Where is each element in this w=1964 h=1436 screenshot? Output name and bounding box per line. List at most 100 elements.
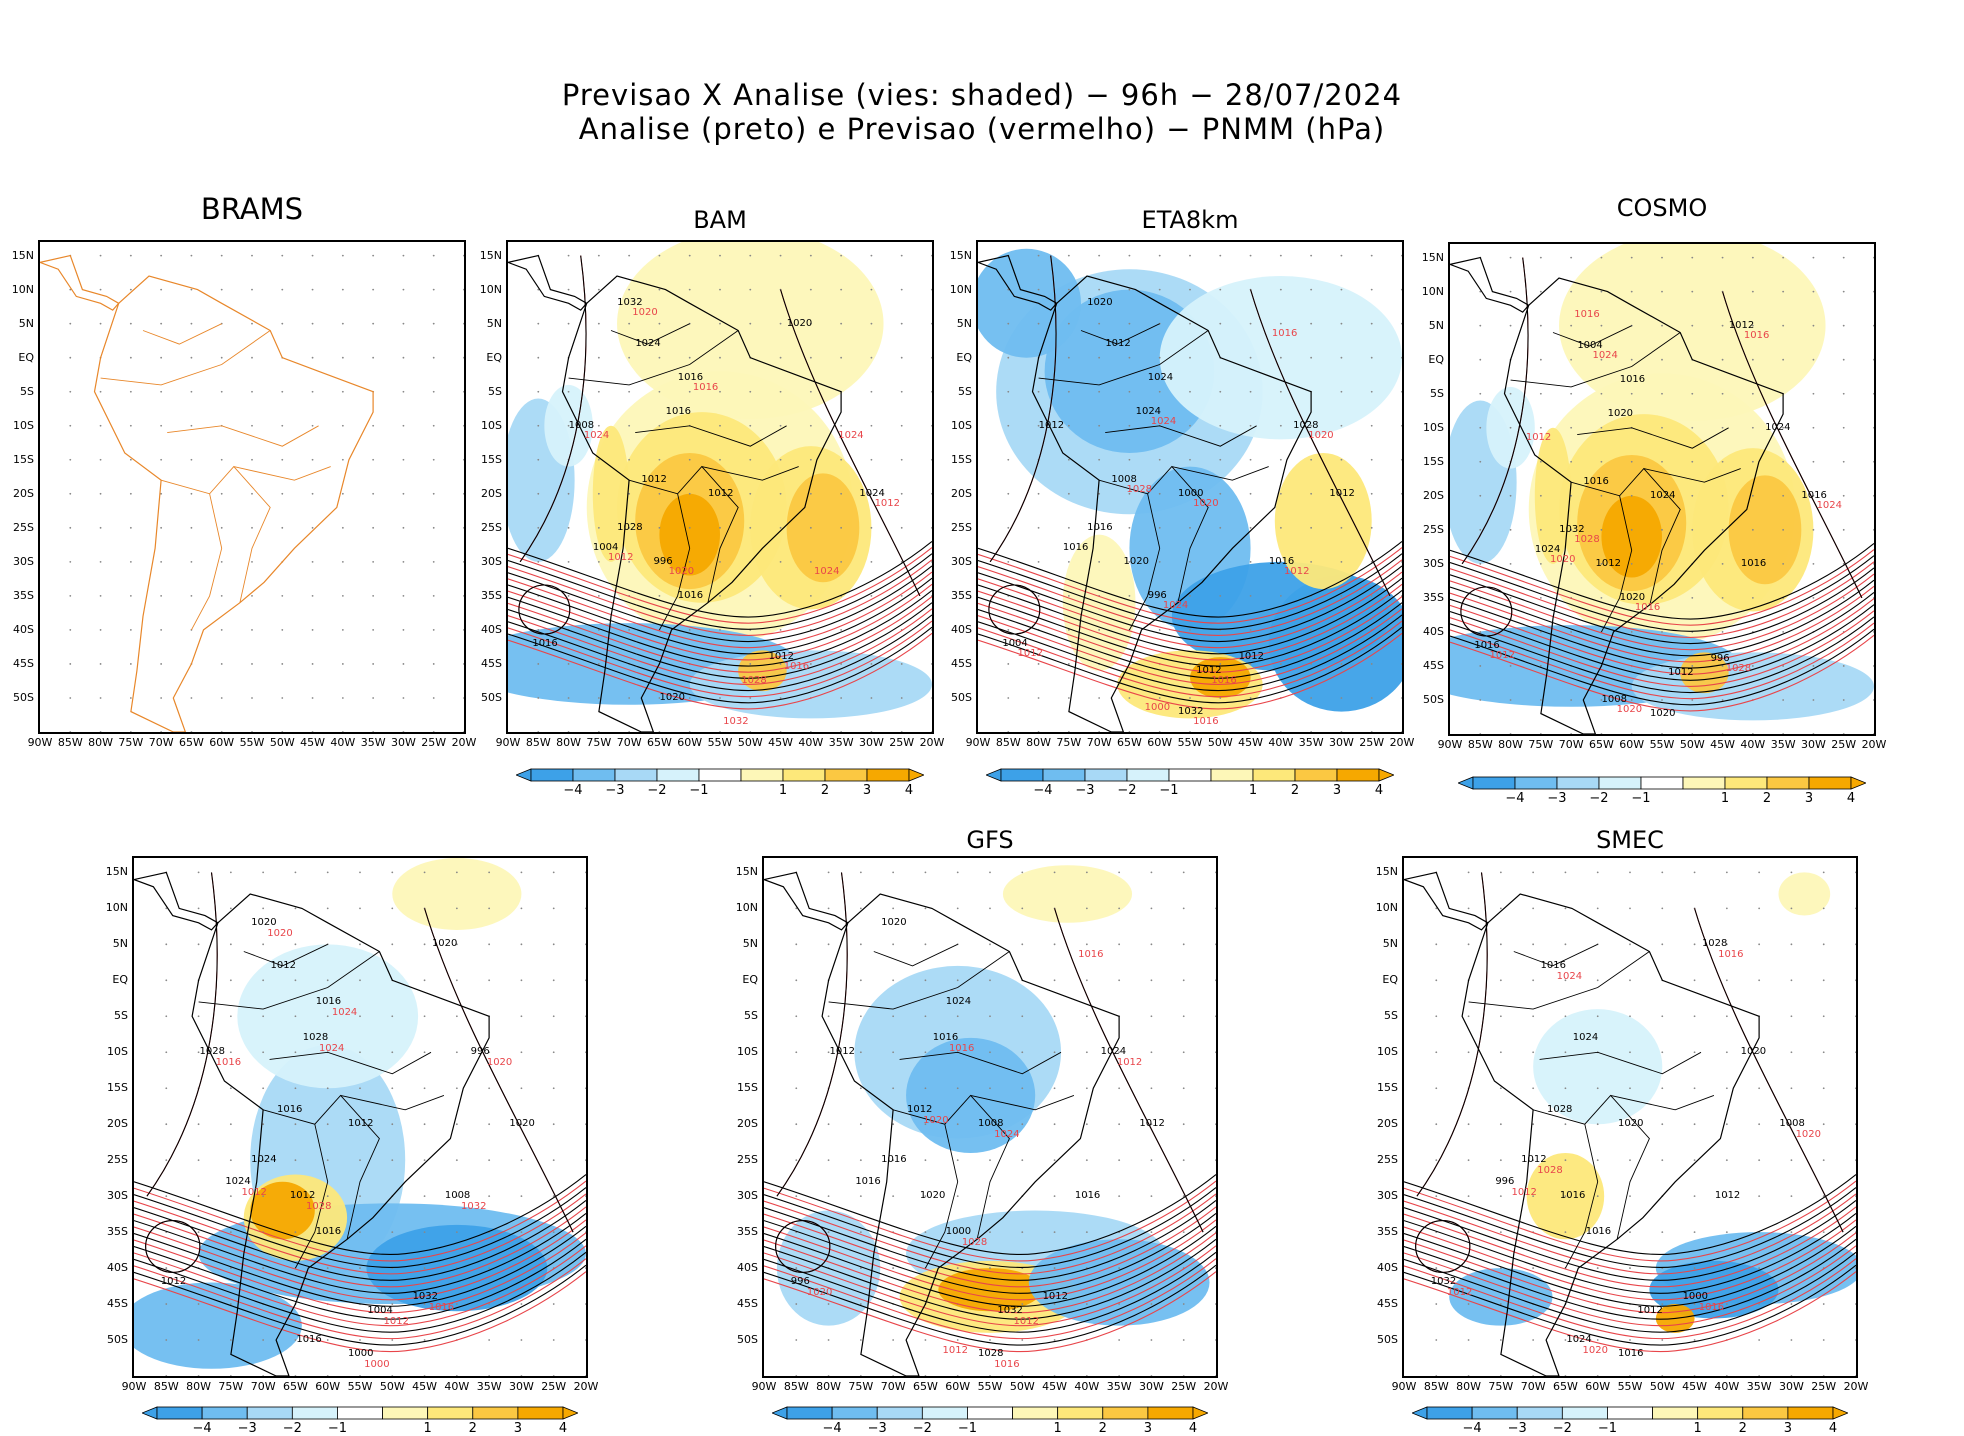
lat-tick-label: 30S — [1377, 1189, 1398, 1203]
lon-tick-label: 75W — [848, 1380, 874, 1393]
lon-tick-label: 35W — [476, 1380, 502, 1393]
analysis-contour-label: 1012 — [1042, 1290, 1069, 1302]
lat-tick-label: 25S — [737, 1153, 758, 1167]
colorbar-label: −2 — [912, 1421, 932, 1436]
forecast-contour-label: 1028 — [1725, 663, 1752, 675]
lat-tick-label: 40S — [481, 622, 502, 636]
colorbar-label: 4 — [1846, 791, 1856, 806]
lat-tick-label: 20S — [737, 1117, 758, 1131]
lat-tick-label: 45S — [1423, 658, 1444, 672]
analysis-contour-label: 1016 — [296, 1334, 322, 1346]
country-border — [340, 1094, 445, 1111]
analysis-contour-label: 1008 — [1779, 1118, 1805, 1130]
lon-tick-label: 80W — [88, 736, 113, 749]
analysis-contour-label: 1024 — [1100, 1046, 1127, 1058]
map-panel-cosmo: 1016 1012 1016 1012 1020 1024 1020 1016 1024 1020… — [1448, 242, 1876, 736]
lon-tick-label: 60W — [315, 1380, 341, 1393]
lon-tick-label: 45W — [1682, 1380, 1707, 1393]
lon-tick-label: 75W — [118, 736, 144, 749]
grid-dots — [165, 871, 586, 1376]
country-border — [1570, 467, 1681, 605]
lon-tick-label: 25W — [1811, 1380, 1837, 1393]
coastline-central-america — [40, 254, 120, 311]
forecast-contour-label: 1016 — [994, 1359, 1020, 1371]
lon-tick-label: 55W — [239, 736, 265, 749]
country-border — [1565, 1124, 1599, 1269]
analysis-contour-label: 1020 — [881, 916, 907, 928]
lat-tick-label: EQ — [956, 350, 972, 364]
lat-tick-label: 30S — [107, 1189, 128, 1203]
lon-tick-label: 85W — [1467, 738, 1493, 751]
forecast-contour-label: 1028 — [306, 1200, 332, 1212]
analysis-contour-label: 1024 — [635, 338, 661, 350]
analysis-contour-label: 1024 — [859, 487, 885, 499]
lon-tick-label: 30W — [1138, 1380, 1164, 1393]
analysis-contour-label: 1012 — [906, 1103, 933, 1115]
lon-tick-label: 65W — [1552, 1380, 1578, 1393]
lat-tick-label: 45S — [481, 656, 502, 670]
country-border — [160, 465, 271, 603]
country-border — [970, 1094, 1075, 1111]
analysis-contour-label: 1012 — [1668, 666, 1694, 678]
analysis-contour-label: 1024 — [1572, 1031, 1599, 1043]
country-border — [610, 323, 690, 345]
country-border — [269, 1051, 432, 1075]
analysis-contour-label: 1012 — [829, 1046, 855, 1058]
lon-tick-label: 25W — [421, 736, 447, 749]
lon-tick-label: 60W — [1147, 736, 1173, 749]
map-panel-eta8km: 1012 1016 1012 1012 1016 1012 1020 1024 1020 1016… — [976, 240, 1404, 734]
analysis-contour-label: 1016 — [1559, 1190, 1586, 1202]
lon-tick-label: 35W — [1106, 1380, 1132, 1393]
lon-tick-label: 25W — [889, 736, 915, 749]
analysis-contour-label: 996 — [653, 555, 673, 567]
lon-tick-label: 20W — [919, 736, 945, 749]
lat-tick-label: 35S — [107, 1225, 128, 1239]
lon-tick-label: 20W — [1203, 1380, 1229, 1393]
lat-tick-label: 5N — [1382, 937, 1398, 951]
lon-tick-label: 30W — [858, 736, 884, 749]
lat-tick-label: 5S — [958, 384, 972, 398]
lat-tick-label: 10S — [13, 418, 34, 432]
country-border — [1643, 468, 1741, 483]
colorbar-label: 3 — [1143, 1421, 1153, 1436]
analysis-contour-label: 1008 — [444, 1190, 471, 1202]
lat-tick-label: 40S — [737, 1261, 758, 1275]
forecast-contour-label: 1032 — [723, 715, 749, 727]
analysis-contour-label: 1016 — [1074, 1190, 1101, 1202]
lat-tick-label: 35S — [1423, 590, 1444, 604]
analysis-contour-label: 1016 — [1268, 555, 1295, 567]
lon-tick-label: 85W — [783, 1380, 809, 1393]
colorbar-label: −2 — [282, 1421, 302, 1436]
lat-tick-label: 25S — [1377, 1153, 1398, 1167]
lon-tick-label: 45W — [300, 736, 325, 749]
colorbar — [986, 768, 1394, 782]
forecast-contour-label: 1020 — [1308, 429, 1334, 441]
forecast-contour-label: 1012 — [241, 1186, 267, 1198]
country-border — [628, 465, 739, 603]
lat-tick-label: EQ — [1428, 352, 1444, 366]
colorbar-label: −4 — [822, 1421, 842, 1436]
colorbar-label: 1 — [1248, 783, 1258, 798]
analysis-contour-label: 1016 — [1062, 542, 1089, 554]
lat-tick-label: 35S — [481, 588, 502, 602]
forecast-contour-label: 1032 — [461, 1200, 487, 1212]
coastline-south-america — [821, 893, 1120, 1376]
analysis-contour-label: 996 — [1495, 1175, 1515, 1187]
lat-tick-label: 5N — [742, 937, 758, 951]
lat-tick-label: 45S — [737, 1297, 758, 1311]
lat-tick-label: 10S — [481, 418, 502, 432]
forecast-contour-label: 1016 — [1743, 329, 1770, 341]
forecast-contour-label: 1020 — [806, 1287, 833, 1299]
analysis-contour-label: 1024 — [1566, 1334, 1592, 1346]
grid-dots — [1007, 254, 1402, 732]
analysis-contours — [134, 872, 586, 1346]
colorbar-label: −1 — [1597, 1421, 1618, 1436]
lat-tick-label: 15S — [13, 452, 34, 466]
forecast-contour-label: 1000 — [364, 1359, 390, 1371]
lon-tick-label: 85W — [1423, 1380, 1449, 1393]
lat-tick-label: 50S — [737, 1333, 758, 1347]
lon-tick-label: 45W — [1710, 738, 1735, 751]
colorbar-label: 4 — [1828, 1421, 1838, 1436]
country-border — [1552, 325, 1632, 347]
forecast-contour-label: 1012 — [874, 498, 901, 509]
